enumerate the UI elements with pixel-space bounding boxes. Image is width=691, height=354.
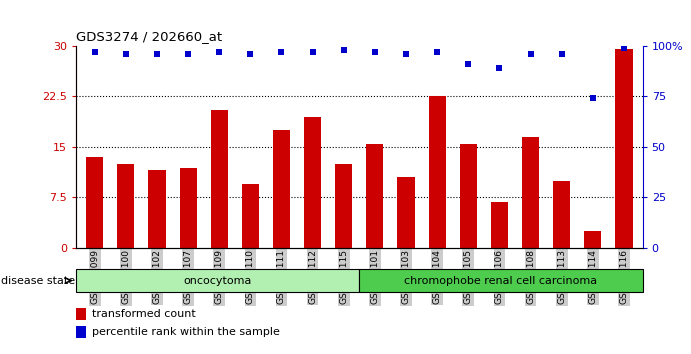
Point: [370, 49, 381, 55]
Bar: [304, 117, 321, 248]
Point: [587, 96, 598, 101]
Point: [89, 49, 100, 55]
Text: percentile rank within the sample: percentile rank within the sample: [92, 327, 280, 337]
Point: [245, 51, 256, 57]
Text: chromophobe renal cell carcinoma: chromophobe renal cell carcinoma: [404, 275, 598, 286]
Bar: [273, 130, 290, 248]
Bar: [86, 157, 103, 248]
Bar: [180, 169, 197, 248]
Bar: [76, 326, 86, 338]
Bar: [242, 184, 259, 248]
Bar: [522, 137, 539, 248]
Point: [182, 51, 193, 57]
Bar: [491, 202, 508, 248]
Text: disease state: disease state: [1, 275, 75, 286]
Bar: [428, 97, 446, 248]
Bar: [616, 50, 632, 248]
Point: [151, 51, 162, 57]
Text: GDS3274 / 202660_at: GDS3274 / 202660_at: [76, 30, 222, 44]
Text: oncocytoma: oncocytoma: [184, 275, 252, 286]
Bar: [76, 269, 359, 292]
Point: [276, 49, 287, 55]
Point: [432, 49, 443, 55]
Bar: [211, 110, 228, 248]
Bar: [149, 171, 166, 248]
Bar: [585, 231, 601, 248]
Point: [525, 51, 536, 57]
Point: [338, 47, 349, 53]
Bar: [460, 144, 477, 248]
Bar: [76, 308, 86, 320]
Point: [618, 45, 630, 51]
Point: [556, 51, 567, 57]
Point: [307, 49, 318, 55]
Text: transformed count: transformed count: [92, 309, 196, 319]
Bar: [366, 144, 384, 248]
Bar: [397, 177, 415, 248]
Point: [214, 49, 225, 55]
Bar: [335, 164, 352, 248]
Point: [401, 51, 412, 57]
Bar: [117, 164, 134, 248]
Bar: [553, 181, 570, 248]
Point: [120, 51, 131, 57]
Point: [463, 61, 474, 67]
Bar: [359, 269, 643, 292]
Point: [494, 65, 505, 71]
